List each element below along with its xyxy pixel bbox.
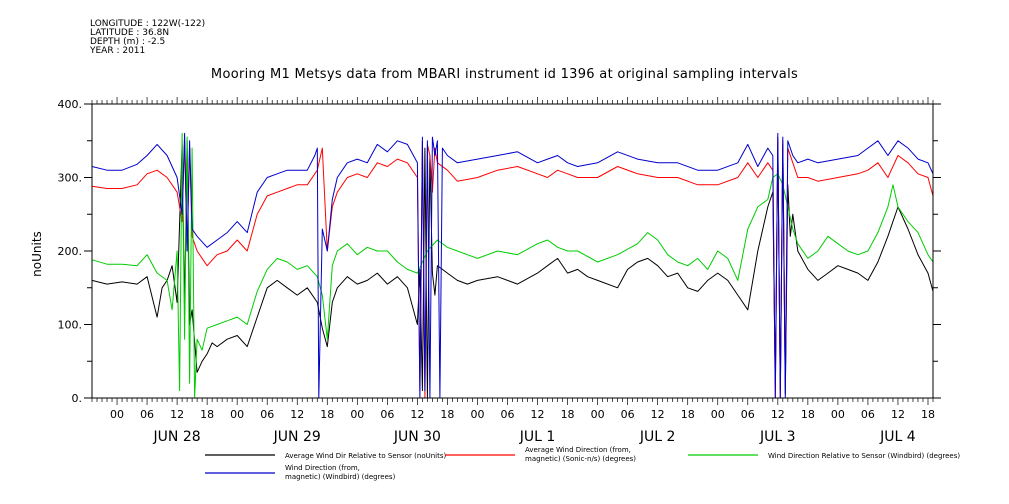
x-tick-label: 18 bbox=[320, 408, 334, 421]
x-tick-label: 06 bbox=[861, 408, 875, 421]
day-label: JUL 3 bbox=[759, 429, 796, 445]
x-tick-label: 18 bbox=[921, 408, 935, 421]
y-axis: 0. 100. 200. 300. 400. bbox=[58, 98, 941, 405]
x-tick-label: 06 bbox=[500, 408, 514, 421]
legend-label-2: Average Wind Direction (from, bbox=[525, 446, 631, 454]
series-line-3 bbox=[91, 132, 934, 399]
x-tick-label: 18 bbox=[681, 408, 695, 421]
y-tick-label: 0. bbox=[72, 392, 83, 405]
x-axis: 00 06 12 18 00 06 12 18 00 06 12 18 00 06 12 18 00 06 12 18… bbox=[91, 97, 935, 445]
y-tick-label: 100. bbox=[58, 319, 83, 332]
longitude-label: LONGITUDE : 122W(-122) bbox=[90, 19, 206, 29]
depth-label: DEPTH (m) : -2.5 bbox=[90, 37, 166, 47]
day-label: JUL 1 bbox=[519, 429, 556, 445]
plot-frame bbox=[91, 103, 934, 399]
x-tick-label: 12 bbox=[531, 408, 545, 421]
day-label: JUN 29 bbox=[273, 429, 321, 445]
x-tick-label: 00 bbox=[110, 408, 124, 421]
legend-label-2: magnetic) (Sonic-n/s) (degrees) bbox=[525, 455, 636, 463]
x-tick-label: 00 bbox=[350, 408, 364, 421]
day-label: JUL 4 bbox=[879, 429, 916, 445]
series-line-1 bbox=[91, 140, 934, 399]
legend: Average Wind Dir Relative to Sensor (noU… bbox=[205, 446, 960, 481]
series-group bbox=[91, 132, 934, 399]
metadata-block: LONGITUDE : 122W(-122) LATITUDE : 36.8N … bbox=[90, 20, 205, 56]
y-tick-label: 400. bbox=[58, 98, 83, 111]
x-tick-label: 12 bbox=[891, 408, 905, 421]
x-tick-label: 00 bbox=[711, 408, 725, 421]
x-tick-label: 06 bbox=[380, 408, 394, 421]
x-tick-label: 06 bbox=[741, 408, 755, 421]
latitude-label: LATITUDE : 36.8N bbox=[90, 28, 170, 38]
x-tick-label: 06 bbox=[260, 408, 274, 421]
y-tick-label: 200. bbox=[58, 245, 83, 258]
day-label: JUN 28 bbox=[153, 429, 201, 445]
x-tick-label: 00 bbox=[230, 408, 244, 421]
legend-label-4: magnetic) (Windbird) (degrees) bbox=[285, 473, 396, 481]
y-tick-label: 300. bbox=[58, 172, 83, 185]
x-tick-label: 12 bbox=[170, 408, 184, 421]
x-tick-label: 18 bbox=[561, 408, 575, 421]
legend-label-3: Wind Direction Relative to Sensor (Windb… bbox=[768, 452, 960, 460]
x-tick-label: 00 bbox=[591, 408, 605, 421]
legend-label-4: Wind Direction (from, bbox=[285, 464, 360, 472]
x-tick-label: 06 bbox=[140, 408, 154, 421]
x-tick-label: 12 bbox=[410, 408, 424, 421]
day-label: JUN 30 bbox=[393, 429, 441, 445]
x-tick-label: 12 bbox=[651, 408, 665, 421]
day-label: JUL 2 bbox=[639, 429, 676, 445]
x-tick-label: 18 bbox=[801, 408, 815, 421]
x-tick-label: 12 bbox=[290, 408, 304, 421]
x-tick-label: 06 bbox=[621, 408, 635, 421]
chart-title: Mooring M1 Metsys data from MBARI instru… bbox=[210, 67, 799, 82]
x-tick-label: 18 bbox=[440, 408, 454, 421]
x-tick-label: 12 bbox=[771, 408, 785, 421]
legend-label-1: Average Wind Dir Relative to Sensor (noU… bbox=[285, 452, 446, 460]
year-label: YEAR : 2011 bbox=[90, 46, 146, 56]
x-tick-label: 00 bbox=[470, 408, 484, 421]
series-line-4 bbox=[91, 132, 934, 399]
x-tick-label: 00 bbox=[831, 408, 845, 421]
x-tick-label: 18 bbox=[200, 408, 214, 421]
